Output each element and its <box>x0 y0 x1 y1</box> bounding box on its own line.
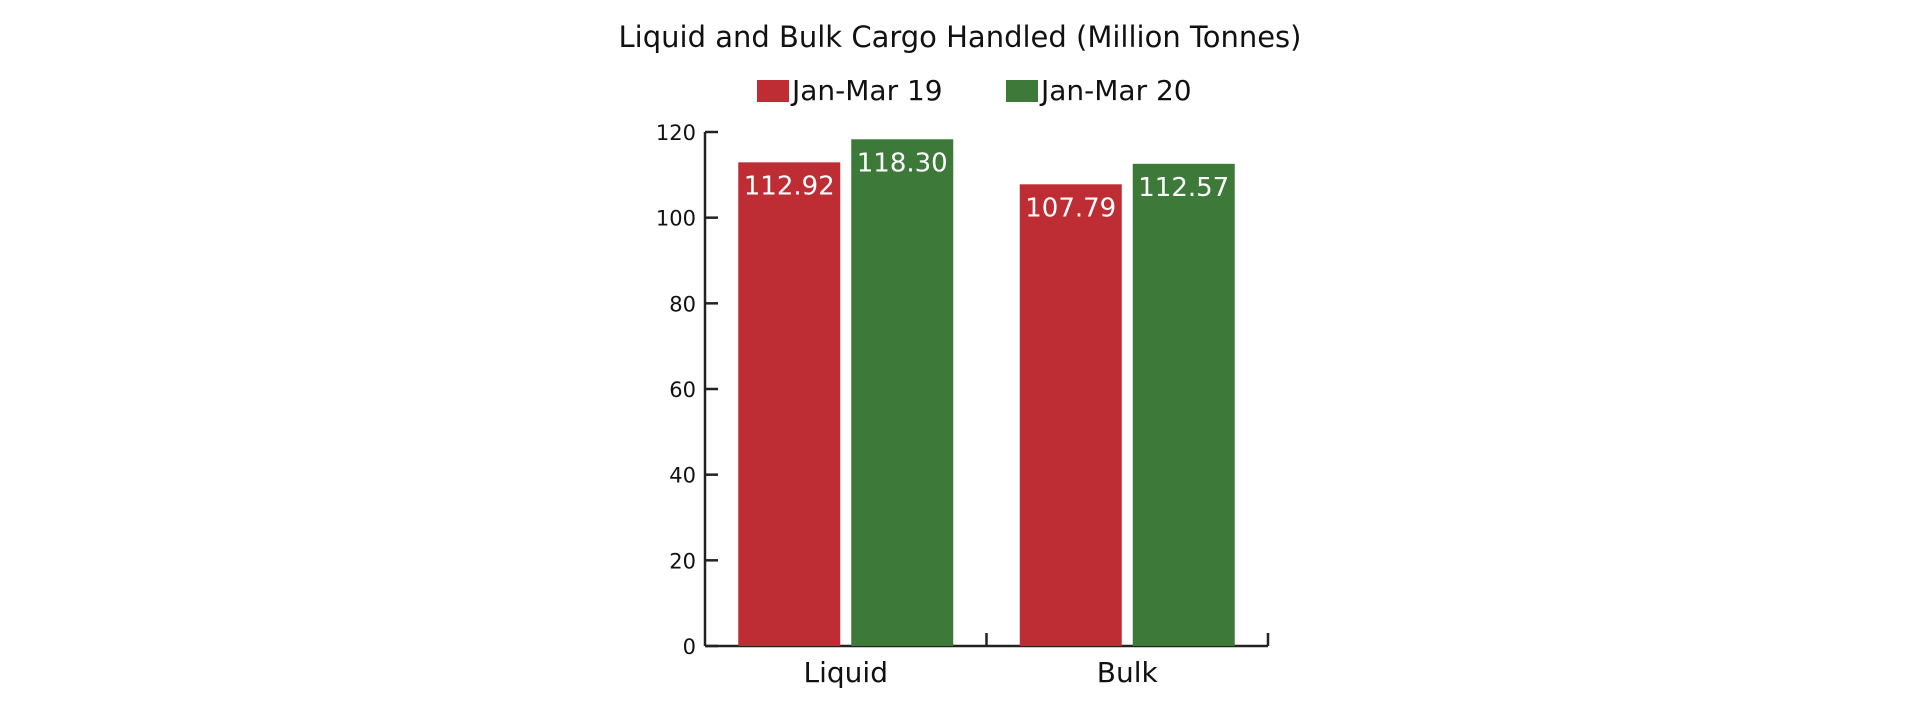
legend: Jan-Mar 19 Jan-Mar 20 <box>757 74 1192 107</box>
data-label: 112.92 <box>744 171 835 201</box>
x-tick-label: Bulk <box>1097 656 1159 689</box>
y-tick-label: 0 <box>683 635 696 659</box>
chart-title: Liquid and Bulk Cargo Handled (Million T… <box>619 20 1302 54</box>
data-label: 112.57 <box>1138 173 1229 203</box>
bar <box>1132 163 1235 646</box>
y-tick-label: 60 <box>669 378 696 402</box>
legend-swatch <box>1006 80 1038 102</box>
y-tick-label: 40 <box>669 464 696 488</box>
bar <box>738 162 841 647</box>
y-tick-label: 100 <box>656 207 696 231</box>
legend-swatch <box>757 80 789 102</box>
data-label: 118.30 <box>857 148 948 178</box>
bar <box>1019 184 1122 646</box>
data-label: 107.79 <box>1025 193 1116 223</box>
y-tick-label: 120 <box>656 121 696 145</box>
bar <box>851 139 954 646</box>
legend-label: Jan-Mar 19 <box>790 74 943 107</box>
y-tick-label: 20 <box>669 549 696 573</box>
bars: 112.92 118.30 107.79 112.57 <box>738 139 1235 647</box>
legend-label: Jan-Mar 20 <box>1039 74 1192 107</box>
x-tick-label: Liquid <box>804 656 888 689</box>
y-tick-label: 80 <box>669 292 696 316</box>
